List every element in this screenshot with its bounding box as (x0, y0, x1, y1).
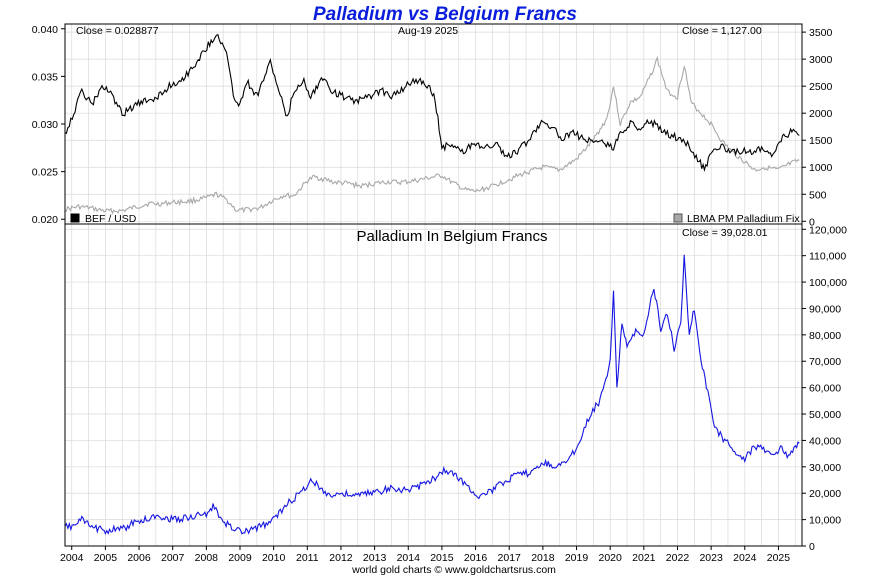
bottom-panel-grid (65, 224, 802, 547)
x-tick-label: 2007 (161, 552, 185, 564)
bottom-right-tick-label: 110,000 (809, 251, 846, 263)
top-right-tick-label: 2000 (809, 108, 833, 120)
top-left-tick-label: 0.025 (32, 167, 58, 179)
legend-bef-swatch (70, 213, 80, 223)
top-right-tick-label: 0 (809, 216, 815, 228)
x-tick-label: 2024 (733, 552, 757, 564)
x-tick-label: 2005 (94, 552, 118, 564)
top-right-tick-label: 1000 (809, 162, 833, 174)
bottom-right-tick-label: 50,000 (809, 409, 841, 421)
top-close-left: Close = 0.028877 (76, 25, 159, 37)
footer-credit: world gold charts © www.goldchartsrus.co… (351, 564, 556, 575)
x-tick-label: 2008 (195, 552, 219, 564)
bottom-close-right: Close = 39,028.01 (682, 227, 768, 239)
bottom-right-tick-label: 90,000 (809, 303, 841, 315)
top-panel-grid (65, 24, 802, 224)
top-panel-ticks: 0 500 1000 1500 2000 2500 3000 3500 0.020 0.025 0.… (32, 24, 833, 229)
legend-palladium-fix-swatch (673, 213, 683, 223)
x-tick-label: 2023 (699, 552, 723, 564)
x-tick-label: 2018 (531, 552, 555, 564)
x-tick-label: 2006 (127, 552, 151, 564)
legend-palladium-fix: LBMA PM Palladium Fix (673, 213, 800, 225)
x-axis-ticks: 2004 2005 2006 2007 2008 2009 2010 2011 2012 2013… (60, 546, 790, 564)
bottom-right-tick-label: 10,000 (809, 515, 841, 527)
bottom-right-tick-label: 0 (809, 541, 815, 553)
legend-palladium-fix-label: LBMA PM Palladium Fix (687, 213, 800, 225)
top-left-tick-label: 0.035 (32, 71, 58, 83)
bottom-right-tick-label: 100,000 (809, 277, 847, 289)
bottom-panel-series (64, 254, 800, 535)
bottom-right-tick-label: 70,000 (809, 356, 841, 368)
bottom-panel-frame (64, 223, 803, 547)
top-panel-series (64, 33, 800, 216)
x-tick-label: 2022 (666, 552, 690, 564)
bottom-right-tick-label: 20,000 (809, 488, 841, 500)
bottom-panel-ticks: 0 10,000 20,000 30,000 40,000 50,000 60,000 70,… (802, 224, 847, 553)
bottom-right-tick-label: 40,000 (809, 435, 841, 447)
series-palladium-fix-line (64, 55, 800, 216)
series-bef-usd-line (64, 33, 800, 173)
bottom-right-tick-label: 30,000 (809, 462, 841, 474)
top-right-tick-label: 1500 (809, 135, 833, 147)
x-tick-label: 2025 (767, 552, 791, 564)
bottom-right-tick-label: 60,000 (809, 383, 841, 395)
bottom-right-tick-label: 80,000 (809, 330, 841, 342)
legend-bef: BEF / USD (70, 213, 137, 225)
top-right-tick-label: 2500 (809, 81, 833, 93)
x-tick-label: 2012 (329, 552, 353, 564)
x-tick-label: 2017 (498, 552, 522, 564)
x-tick-label: 2015 (430, 552, 454, 564)
x-tick-label: 2014 (397, 552, 421, 564)
top-left-tick-label: 0.030 (32, 119, 58, 131)
top-left-tick-label: 0.040 (32, 24, 58, 36)
bottom-right-tick-label: 120,000 (809, 224, 847, 236)
x-tick-label: 2010 (262, 552, 286, 564)
x-tick-label: 2019 (565, 552, 589, 564)
top-right-tick-label: 3500 (809, 27, 833, 39)
x-tick-label: 2011 (296, 552, 319, 564)
legend-bef-label: BEF / USD (85, 213, 137, 225)
x-tick-label: 2020 (598, 552, 622, 564)
bottom-panel-title: Palladium In Belgium Francs (357, 228, 548, 245)
date-label: Aug-19 2025 (398, 25, 458, 37)
top-right-tick-label: 3000 (809, 54, 833, 66)
x-tick-label: 2021 (632, 552, 656, 564)
x-tick-label: 2016 (464, 552, 488, 564)
top-left-tick-label: 0.020 (32, 214, 58, 226)
x-tick-label: 2013 (363, 552, 387, 564)
top-close-right: Close = 1,127.00 (682, 25, 762, 37)
series-palladium-in-bef-line (64, 254, 800, 535)
chart-title: Palladium vs Belgium Francs (313, 4, 577, 25)
x-tick-label: 2009 (228, 552, 252, 564)
x-tick-label: 2004 (60, 552, 84, 564)
top-right-tick-label: 500 (809, 189, 827, 201)
